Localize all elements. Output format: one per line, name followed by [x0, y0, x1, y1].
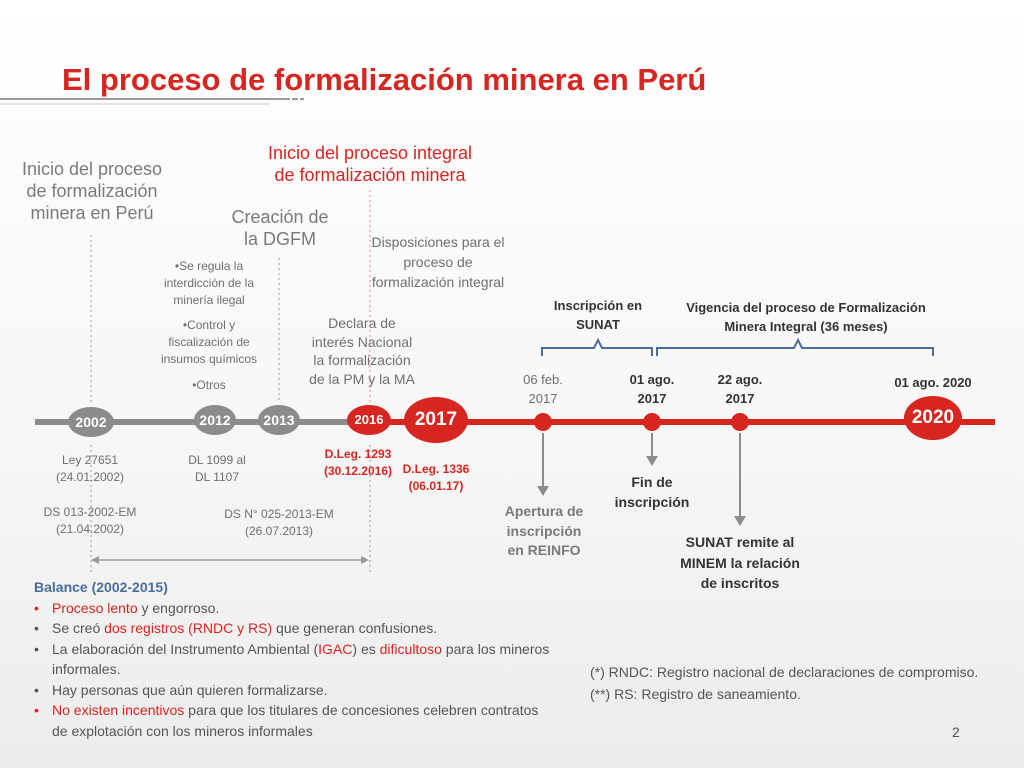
ley-27651: Ley 27651 (24.01.2002)	[55, 453, 125, 484]
heading-inscripcion-sunat: Inscripción en SUNAT	[553, 298, 643, 332]
date-ago2020: 01 ago. 2020	[894, 375, 972, 390]
heading-dgfm: Creación de la DGFM	[231, 207, 329, 249]
balance-item: No existen incentivos para que los titul…	[34, 700, 554, 741]
year-2020-node: 2020	[904, 396, 962, 440]
footnotes: (*) RNDC: Registro nacional de declaraci…	[590, 661, 1020, 705]
arrow-fin	[646, 456, 658, 466]
marker-feb06	[534, 413, 552, 431]
bracket-inscripcion	[541, 337, 653, 356]
event-sunat: SUNAT remite al MINEM la relación de inscr…	[680, 534, 800, 591]
balance-list: Proceso lento y engorroso. Se creó dos r…	[34, 598, 554, 742]
balance-title: Balance (2002-2015)	[34, 579, 168, 595]
year-2012-node: 2012	[194, 405, 236, 435]
balance-section: Balance (2002-2015) Proceso lento y engo…	[34, 577, 554, 741]
year-2013-node: 2013	[258, 405, 300, 435]
heading-vigencia: Vigencia del proceso de Formalización Min…	[686, 300, 926, 334]
event-fin: Fin de inscripción	[614, 474, 690, 510]
title-underline	[0, 98, 304, 105]
heading-integral: Inicio del proceso integral de formalizac…	[267, 143, 473, 185]
notes-2012-control: •Control y fiscalización de insumos químic…	[160, 318, 258, 366]
footnote-rndc: (*) RNDC: Registro nacional de declaraci…	[590, 664, 979, 680]
heading-disposiciones: Disposiciones para el proceso de formaliza…	[371, 234, 505, 290]
heading-inicio: Inicio del proceso de formalización minera…	[21, 159, 163, 223]
date-ago01: 01 ago. 2017	[629, 372, 675, 406]
bracket-vigencia	[656, 337, 934, 356]
date-feb06: 06 feb. 2017	[523, 372, 563, 406]
notes-2012-interdiccion: •Se regula la interdicción de la minería i…	[163, 259, 255, 307]
balance-item: Se creó dos registros (RNDC y RS) que ge…	[34, 618, 554, 639]
dl-1099: DL 1099 al DL 1107	[188, 453, 246, 484]
balance-item: La elaboración del Instrumento Ambiental…	[34, 639, 554, 680]
balance-item: Hay personas que aún quieren formalizars…	[34, 680, 554, 701]
dleg-1293: D.Leg. 1293 (30.12.2016)	[323, 447, 393, 478]
event-apertura: Apertura de inscripción en REINFO	[504, 503, 584, 558]
ds-013: DS 013-2002-EM (21.04.2002)	[43, 505, 137, 536]
date-ago22: 22 ago. 2017	[717, 372, 763, 406]
marker-ago22	[731, 413, 749, 431]
marker-ago01	[643, 413, 661, 431]
slide-number: 2	[952, 724, 960, 740]
declara-text: Declara de interés Nacional la formalizaci…	[309, 315, 415, 387]
ds-025: DS N° 025-2013-EM (26.07.2013)	[224, 507, 334, 538]
balance-item: Proceso lento y engorroso.	[34, 598, 554, 619]
year-2016-node: 2016	[347, 405, 391, 435]
year-2017-node: 2017	[404, 397, 468, 443]
dleg-1336: D.Leg. 1336 (06.01.17)	[402, 462, 470, 493]
arrow-sunat	[734, 516, 746, 526]
arrow-apertura	[537, 486, 549, 496]
year-2002-node: 2002	[68, 407, 114, 437]
footnote-rs: (**) RS: Registro de saneamiento.	[590, 686, 801, 702]
notes-2012-otros: •Otros	[192, 378, 226, 392]
page-title: El proceso de formalización minera en Pe…	[62, 62, 707, 97]
